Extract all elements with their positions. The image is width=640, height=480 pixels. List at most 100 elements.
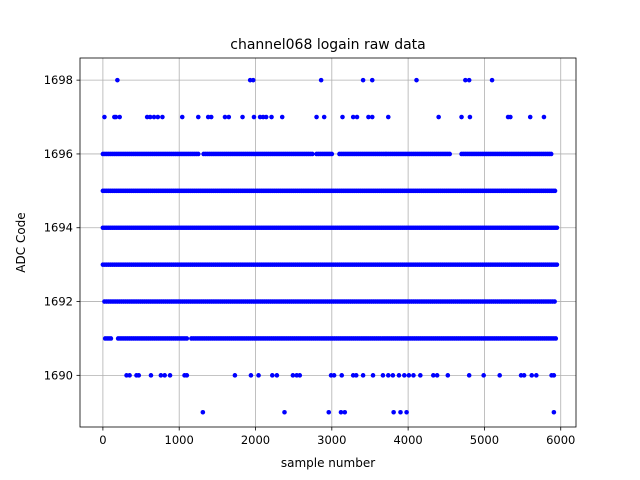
data-point <box>208 114 214 120</box>
data-point <box>353 373 359 378</box>
data-point <box>508 114 513 120</box>
data-point <box>551 409 557 415</box>
data-point <box>414 77 419 83</box>
data-point <box>360 373 366 378</box>
data-point <box>290 373 296 378</box>
data-point <box>390 373 396 378</box>
x-tick-label: 1000 <box>165 433 194 447</box>
data-point <box>274 373 280 378</box>
data-point <box>155 114 161 120</box>
data-point <box>240 114 245 120</box>
data-point <box>521 373 527 378</box>
data-point <box>385 373 391 378</box>
x-tick-label: 6000 <box>546 433 575 447</box>
data-point <box>167 373 173 378</box>
data-point <box>318 77 324 83</box>
data-point <box>497 373 502 378</box>
data-point <box>329 151 335 157</box>
data-point <box>222 114 228 120</box>
data-point <box>326 409 332 415</box>
data-point <box>250 77 256 83</box>
data-point <box>279 114 285 120</box>
data-point <box>391 409 396 415</box>
data-point <box>321 114 327 120</box>
data-point <box>406 373 412 378</box>
data-point <box>263 114 269 120</box>
y-tick-label: 1694 <box>44 221 73 235</box>
y-tick-label: 1690 <box>44 368 73 382</box>
data-point <box>548 151 554 157</box>
data-point <box>158 373 164 378</box>
data-point <box>310 151 315 157</box>
data-point <box>148 373 154 378</box>
data-point <box>232 373 238 378</box>
y-tick-label: 1692 <box>44 295 73 309</box>
grid <box>80 58 576 427</box>
data-point <box>369 114 375 120</box>
data-points <box>100 77 560 415</box>
data-point <box>447 151 453 157</box>
data-point <box>117 114 122 120</box>
plot-frame <box>79 57 577 428</box>
data-point <box>339 373 345 378</box>
data-point <box>136 373 142 378</box>
data-point <box>466 373 472 378</box>
data-point <box>115 77 120 83</box>
data-point <box>402 373 407 378</box>
data-point <box>195 151 201 157</box>
data-point <box>179 114 185 120</box>
data-point <box>314 114 319 120</box>
x-tick-label: 5000 <box>470 433 499 447</box>
data-point <box>147 114 153 120</box>
y-axis-label: ADC Code <box>14 212 28 272</box>
data-point <box>552 188 558 194</box>
data-point <box>404 409 409 415</box>
data-point <box>411 373 416 378</box>
data-point <box>366 114 371 120</box>
y-tick-label: 1696 <box>44 147 73 161</box>
data-point <box>162 373 168 378</box>
data-point <box>184 336 190 341</box>
x-axis-ticks: 0 1000 2000 3000 4000 5000 6000 <box>99 427 575 447</box>
data-point <box>552 299 557 304</box>
data-point <box>256 373 261 378</box>
data-point <box>251 114 257 120</box>
data-point <box>445 373 451 378</box>
data-point <box>534 373 539 378</box>
data-point <box>529 373 535 378</box>
data-point <box>113 114 119 120</box>
data-point <box>151 114 157 120</box>
y-axis-ticks: 1690 1692 1694 1696 1698 <box>44 73 80 382</box>
data-point <box>418 373 423 378</box>
x-axis-label: sample number <box>281 456 375 470</box>
data-point <box>269 114 274 120</box>
x-tick-label: 0 <box>99 433 106 447</box>
data-point <box>160 114 165 120</box>
data-point <box>434 373 440 378</box>
data-point <box>396 373 402 378</box>
chart-title: channel068 logain raw data <box>230 37 425 53</box>
data-point <box>551 373 557 378</box>
data-point <box>467 114 473 120</box>
data-point <box>360 77 366 83</box>
y-tick-label: 1698 <box>44 73 73 87</box>
data-point <box>331 373 337 378</box>
data-point <box>350 114 356 120</box>
data-point <box>108 336 114 341</box>
data-point <box>369 77 375 83</box>
data-point <box>102 114 107 120</box>
data-point <box>342 409 348 415</box>
data-point <box>380 373 386 378</box>
data-point <box>436 114 441 120</box>
data-point <box>282 409 287 415</box>
data-point <box>385 114 391 120</box>
data-point <box>466 77 472 83</box>
data-point <box>340 114 345 120</box>
x-tick-label: 3000 <box>317 433 346 447</box>
data-point <box>527 114 533 120</box>
data-point <box>489 77 495 83</box>
data-point <box>226 114 232 120</box>
data-point <box>398 409 403 415</box>
data-point <box>127 373 132 378</box>
